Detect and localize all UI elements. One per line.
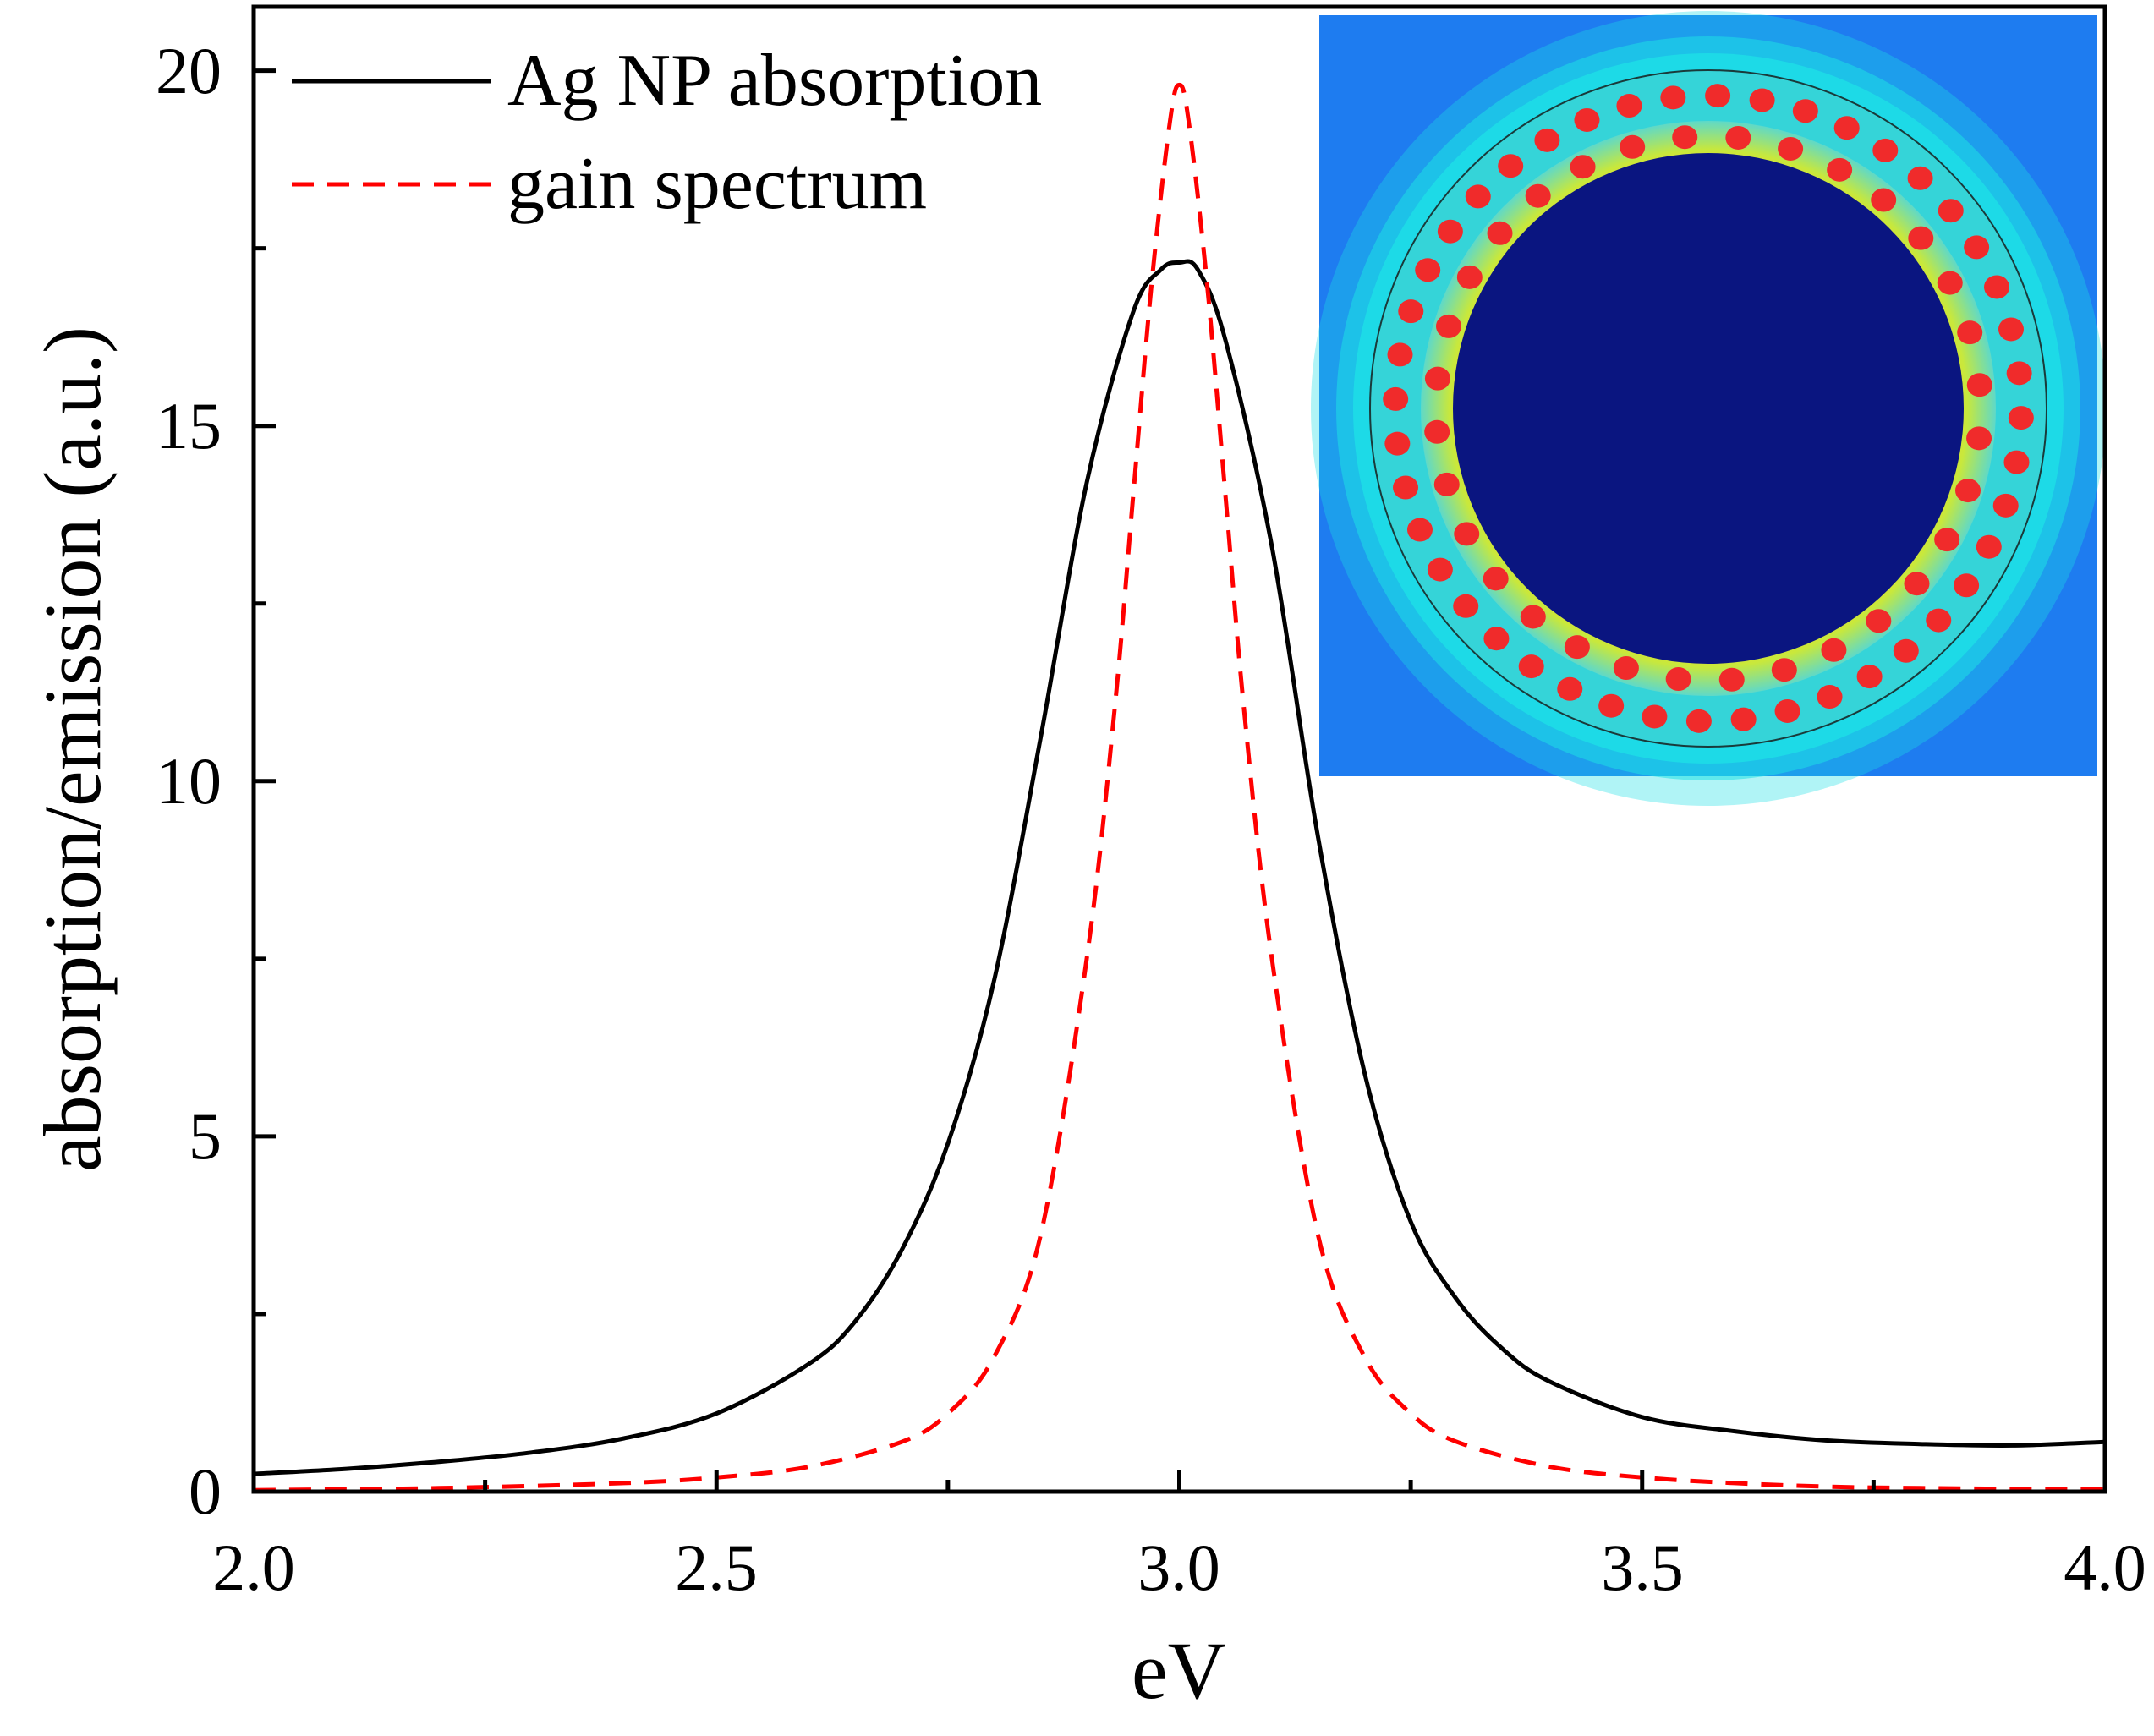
inset-particle-outer xyxy=(1984,275,2010,299)
inset-particle-inner xyxy=(1665,667,1691,692)
inset-particle-inner xyxy=(1937,271,1963,295)
inset-particle-inner xyxy=(1934,528,1960,552)
inset-particle-inner xyxy=(1424,366,1450,391)
inset-particle-inner xyxy=(1620,134,1646,159)
inset-particle-outer xyxy=(1817,685,1843,709)
inset-particle-outer xyxy=(1498,154,1524,178)
series-line-0 xyxy=(254,259,2105,1476)
inset-particle-inner xyxy=(1871,188,1897,212)
inset-particle-inner xyxy=(1725,125,1751,150)
inset-particle-outer xyxy=(2008,406,2034,430)
inset-particle-inner xyxy=(1456,265,1483,289)
inset-particle-inner xyxy=(1520,605,1546,629)
inset-particle-inner xyxy=(1454,522,1480,546)
inset-particle-outer xyxy=(2003,450,2030,474)
inset-particle-inner xyxy=(1955,479,1981,503)
inset-particle-outer xyxy=(1518,654,1544,679)
inset-particle-outer xyxy=(1616,94,1642,118)
inset-particle-outer xyxy=(2006,361,2032,386)
inset-particle-inner xyxy=(1570,155,1596,179)
x-tick-label-2: 3.0 xyxy=(1137,1531,1220,1604)
legend-label-absorption: Ag NP absorption xyxy=(507,40,1042,122)
inset-particle-inner xyxy=(1424,419,1450,444)
inset-particle-outer xyxy=(1774,698,1800,723)
inset-particle-inner xyxy=(1866,609,1892,633)
inset-particle-outer xyxy=(1427,557,1453,582)
inset-particle-inner xyxy=(1718,667,1745,692)
inset-particle-outer xyxy=(1387,342,1413,367)
axis-ticks xyxy=(251,68,2107,1494)
inset-particle-outer xyxy=(1792,99,1818,123)
inset-particle-outer xyxy=(1483,627,1510,651)
inset-particle-inner xyxy=(1821,638,1847,662)
inset-particle-outer xyxy=(1384,431,1411,456)
inset-particle-outer xyxy=(1730,707,1757,731)
x-tick-label-1: 2.5 xyxy=(675,1531,758,1604)
inset-particle-outer xyxy=(1398,299,1424,324)
inset-particle-outer xyxy=(1856,665,1883,689)
inset-particle-outer xyxy=(1574,107,1600,132)
y-tick-label-1: 5 xyxy=(189,1099,222,1173)
inset-particle-inner xyxy=(1966,373,1992,397)
inset-particle-outer xyxy=(1964,235,1990,260)
x-tick-label-4: 4.0 xyxy=(2064,1531,2146,1604)
inset-particle-outer xyxy=(1893,638,1919,663)
inset-particle-inner xyxy=(1966,426,1992,451)
legend: Ag NP absorption gain spectrum xyxy=(292,40,1042,225)
inset-particle-outer xyxy=(1907,166,1933,190)
inset-particle-inner xyxy=(1672,125,1698,150)
inset-particle-inner xyxy=(1904,572,1930,596)
inset-particle-outer xyxy=(1998,317,2024,342)
x-axis-title: eV xyxy=(1132,1625,1226,1716)
inset-particle-outer xyxy=(1465,184,1491,209)
inset-particle-inner xyxy=(1433,472,1460,496)
inset-particle-inner xyxy=(1778,136,1804,161)
inset-particle-outer xyxy=(1992,493,2019,518)
inset-particle-outer xyxy=(1660,85,1686,110)
inset-particle-outer xyxy=(1705,84,1731,108)
inset-particle-outer xyxy=(1938,199,1964,223)
y-tick-label-2: 10 xyxy=(156,744,222,818)
inset-silver-core xyxy=(1453,153,1964,664)
inset-particle-outer xyxy=(1453,594,1479,618)
inset-image xyxy=(1311,11,2106,806)
x-tick-label-0: 2.0 xyxy=(212,1531,295,1604)
inset-particle-outer xyxy=(1406,518,1433,542)
inset-particle-outer xyxy=(1954,573,1980,598)
inset-particle-inner xyxy=(1771,658,1797,682)
inset-particle-outer xyxy=(1557,676,1583,701)
inset-particle-outer xyxy=(1833,116,1860,140)
inset-particle-inner xyxy=(1613,656,1639,681)
inset-particle-outer xyxy=(1685,709,1712,733)
inset-particle-outer xyxy=(1383,386,1409,411)
inset-particle-inner xyxy=(1483,567,1509,591)
inset-particle-inner xyxy=(1487,221,1513,245)
inset-particle-outer xyxy=(1872,138,1899,162)
inset-particle-outer xyxy=(1749,88,1775,112)
plot-area xyxy=(254,82,2105,1492)
y-tick-label-3: 15 xyxy=(156,389,222,463)
inset-particle-inner xyxy=(1827,157,1853,182)
y-tick-label-0: 0 xyxy=(189,1454,222,1528)
inset-particle-inner xyxy=(1525,183,1551,208)
inset-particle-outer xyxy=(1534,128,1560,152)
inset-particle-outer xyxy=(1926,608,1952,633)
inset-particle-outer xyxy=(1393,475,1419,500)
x-tick-label-3: 3.5 xyxy=(1601,1531,1684,1604)
inset-particle-outer xyxy=(1598,693,1625,718)
inset-particle-inner xyxy=(1564,635,1590,660)
legend-label-gain: gain spectrum xyxy=(507,143,927,225)
y-axis-title: absorption/emission (a.u.) xyxy=(27,326,118,1172)
y-tick-label-4: 20 xyxy=(156,34,222,107)
inset-particle-outer xyxy=(1976,534,2002,559)
inset-particle-outer xyxy=(1437,219,1463,244)
inset-particle-inner xyxy=(1435,314,1461,338)
inset-particle-inner xyxy=(1957,320,1983,345)
inset-particle-outer xyxy=(1642,704,1668,729)
inset-particle-outer xyxy=(1415,258,1441,282)
inset-particle-inner xyxy=(1908,226,1934,250)
series-line-1 xyxy=(254,82,2105,1492)
